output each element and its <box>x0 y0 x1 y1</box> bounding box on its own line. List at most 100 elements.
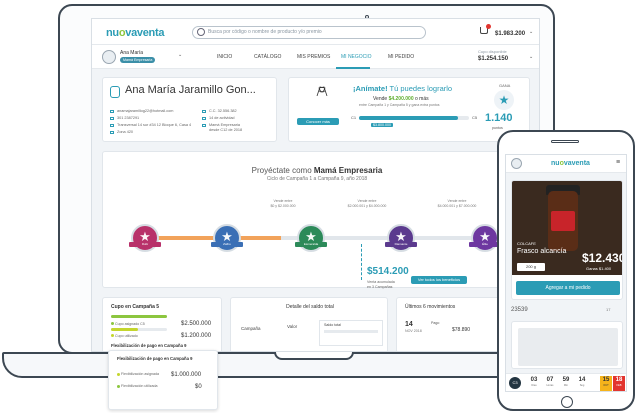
goal-description: entre Campaña 1 y Campaña 5 y gana extra… <box>359 103 440 107</box>
profile-phone: 301 2387291 <box>117 116 140 120</box>
level-name: Zafiro <box>211 242 243 247</box>
home-icon <box>110 124 114 127</box>
level-medal-0[interactable]: ★ Rubí <box>129 224 161 252</box>
product-image: COLCAFE Frasco alcancía $12.430 200 g Ga… <box>512 181 622 275</box>
projection-title: Proyéctate como Mamá Empresaria <box>251 166 383 175</box>
cupo-used-bar <box>111 328 167 331</box>
flex-assigned-label: Flexibilización asignada <box>121 372 159 376</box>
product-weight[interactable]: 200 g <box>517 263 545 271</box>
badge-icon <box>202 124 206 127</box>
tab-mis-premios[interactable]: MIS PREMIOS <box>297 54 331 60</box>
cupo-title: Cupo en Campaña 5 <box>111 304 160 310</box>
chevron-down-icon[interactable]: ⌄ <box>178 52 183 58</box>
product-brand: COLCAFE <box>517 241 536 246</box>
goal-title: ¡Anímate! Tú puedes lograrlo <box>353 84 453 93</box>
date-badge-end: 18 FEB <box>613 376 625 391</box>
avatar[interactable] <box>511 158 522 169</box>
flex-title: Flexibilización de pago en Campaña 9 <box>111 343 187 348</box>
tab-inicio[interactable]: INICIO <box>217 54 233 60</box>
search-icon <box>197 28 205 36</box>
saldo-total-label: Saldo total <box>324 323 341 327</box>
active-tab-indicator <box>336 67 370 69</box>
status-dot <box>111 322 114 325</box>
level-medal-2[interactable]: ★ Esmeralda <box>295 224 327 252</box>
gana-label: GANA <box>499 83 511 88</box>
countdown-minutes: 59 Min <box>562 377 570 387</box>
user-icon <box>110 86 120 98</box>
main-nav: Ana María Mamá Empresaria ⌄ INICIO CATÁL… <box>92 45 539 69</box>
profile-activity: 14 de actividad <box>209 116 235 120</box>
checkered-flags-icon <box>316 86 328 96</box>
profile-zone: Zona 420 <box>117 130 134 134</box>
flex-used-label: Flexibilización utilizada <box>121 384 158 388</box>
phone-frame: nuovaventa ≡ COLCAFE Frasco alcancía $12… <box>497 130 635 411</box>
cart-icon[interactable] <box>480 27 488 34</box>
saldo-title: Detalle del saldo total <box>286 304 334 310</box>
flex-card-title: Flexibilización de pago en Campaña 9 <box>117 356 193 361</box>
goal-subtitle: Vende $4.200.000 o más <box>373 96 429 102</box>
movement-day: 14 <box>405 321 413 328</box>
profile-cc: C.C. 32.556.382 <box>209 109 237 113</box>
tab-catalogo[interactable]: CATÁLOGO <box>254 54 282 60</box>
saldo-card: Detalle del saldo total Campaña Valor Sa… <box>230 297 388 351</box>
cupo-assigned-fill <box>111 315 167 318</box>
search-placeholder: Busca por código o nombre de producto y/… <box>208 29 322 35</box>
flex-used-value: $0 <box>195 384 202 390</box>
menu-icon[interactable]: ≡ <box>616 159 621 166</box>
mobile-top-bar: nuovaventa ≡ <box>506 155 626 173</box>
product-card <box>511 321 623 369</box>
goal-current-amount: $3.800.000 <box>371 123 393 127</box>
cupo-used-value: $1.200.000 <box>181 333 212 339</box>
profile-role: Mamá Empresaria <box>209 123 241 127</box>
search-input[interactable]: Busca por código o nombre de producto y/… <box>192 26 426 39</box>
cupo-disponible-value: $1.254.150 <box>478 56 509 62</box>
projection-subtitle: Ciclo de Campaña 1 a Campaña 9, año 2018 <box>266 176 368 182</box>
benefits-button[interactable]: Ver todos los beneficios <box>411 276 467 284</box>
level-medal-3[interactable]: ★ Diamante <box>385 224 417 252</box>
level-range: Vende entre $2.000.001 y $4.000.000 <box>347 199 387 208</box>
profile-since: desde C12 de 2018 <box>209 128 243 132</box>
goal-progress-bar <box>359 116 469 120</box>
user-menu[interactable]: Ana María Mamá Empresaria <box>102 50 172 64</box>
star-icon: ★ <box>479 229 491 244</box>
avatar <box>102 50 116 64</box>
level-medal-1[interactable]: ★ Zafiro <box>211 224 243 252</box>
desktop-screen: nuovaventa Busca por código o nombre de … <box>91 18 540 352</box>
jar-label <box>551 211 575 231</box>
phone-home-button[interactable] <box>561 396 573 408</box>
cupo-used-label: Cupo utilizado <box>115 334 138 338</box>
cupo-used-fill <box>111 328 138 331</box>
date-badge-start: 15 OCT <box>600 376 612 391</box>
status-dot <box>111 334 114 337</box>
tab-mi-negocio[interactable]: MI NEGOCIO <box>341 54 372 60</box>
status-dot <box>117 373 120 376</box>
profile-card: Ana María Jaramillo Gon... anamajaramill… <box>102 77 277 142</box>
flex-card: Flexibilización de pago en Campaña 9 Fle… <box>108 350 218 410</box>
profile-address: Transversal 14 sur #34 12 Bloque 6, Casa… <box>117 123 192 127</box>
tab-mi-pedido[interactable]: MI PEDIDO <box>388 54 415 60</box>
phone-icon <box>110 117 114 120</box>
top-bar: nuovaventa Busca por código o nombre de … <box>92 19 539 45</box>
product-image <box>518 328 618 366</box>
level-name: Diamante <box>385 242 417 247</box>
cart-badge <box>486 24 491 29</box>
conocer-mas-button[interactable]: Conocer más <box>297 118 339 125</box>
laptop-notch <box>274 352 354 360</box>
profile-name: Ana María Jaramillo Gon... <box>125 84 256 96</box>
countdown-hours: 07 Horas <box>546 377 554 387</box>
chevron-down-icon[interactable]: ⌄ <box>529 54 534 60</box>
user-name: Ana María <box>120 50 144 56</box>
brand-logo[interactable]: nuovaventa <box>551 160 590 167</box>
star-icon: ★ <box>221 229 233 244</box>
level-name: Élite <box>469 242 501 247</box>
mobile-footer: C3 03 Días 07 Horas 59 Min 14 Seg 15 OCT 18 FE… <box>506 373 626 391</box>
level-name: Rubí <box>129 242 161 247</box>
brand-logo[interactable]: nuovaventa <box>106 27 165 39</box>
flex-assigned-value: $1.000.000 <box>171 372 202 378</box>
movements-title: Últimos 6 movimientos <box>405 304 456 310</box>
add-to-order-button[interactable]: Agregar a mi pedido <box>516 281 620 295</box>
calendar-icon <box>202 117 206 120</box>
chevron-down-icon[interactable]: ⌄ <box>529 29 534 35</box>
level-medal-4[interactable]: ★ Élite <box>469 224 501 252</box>
